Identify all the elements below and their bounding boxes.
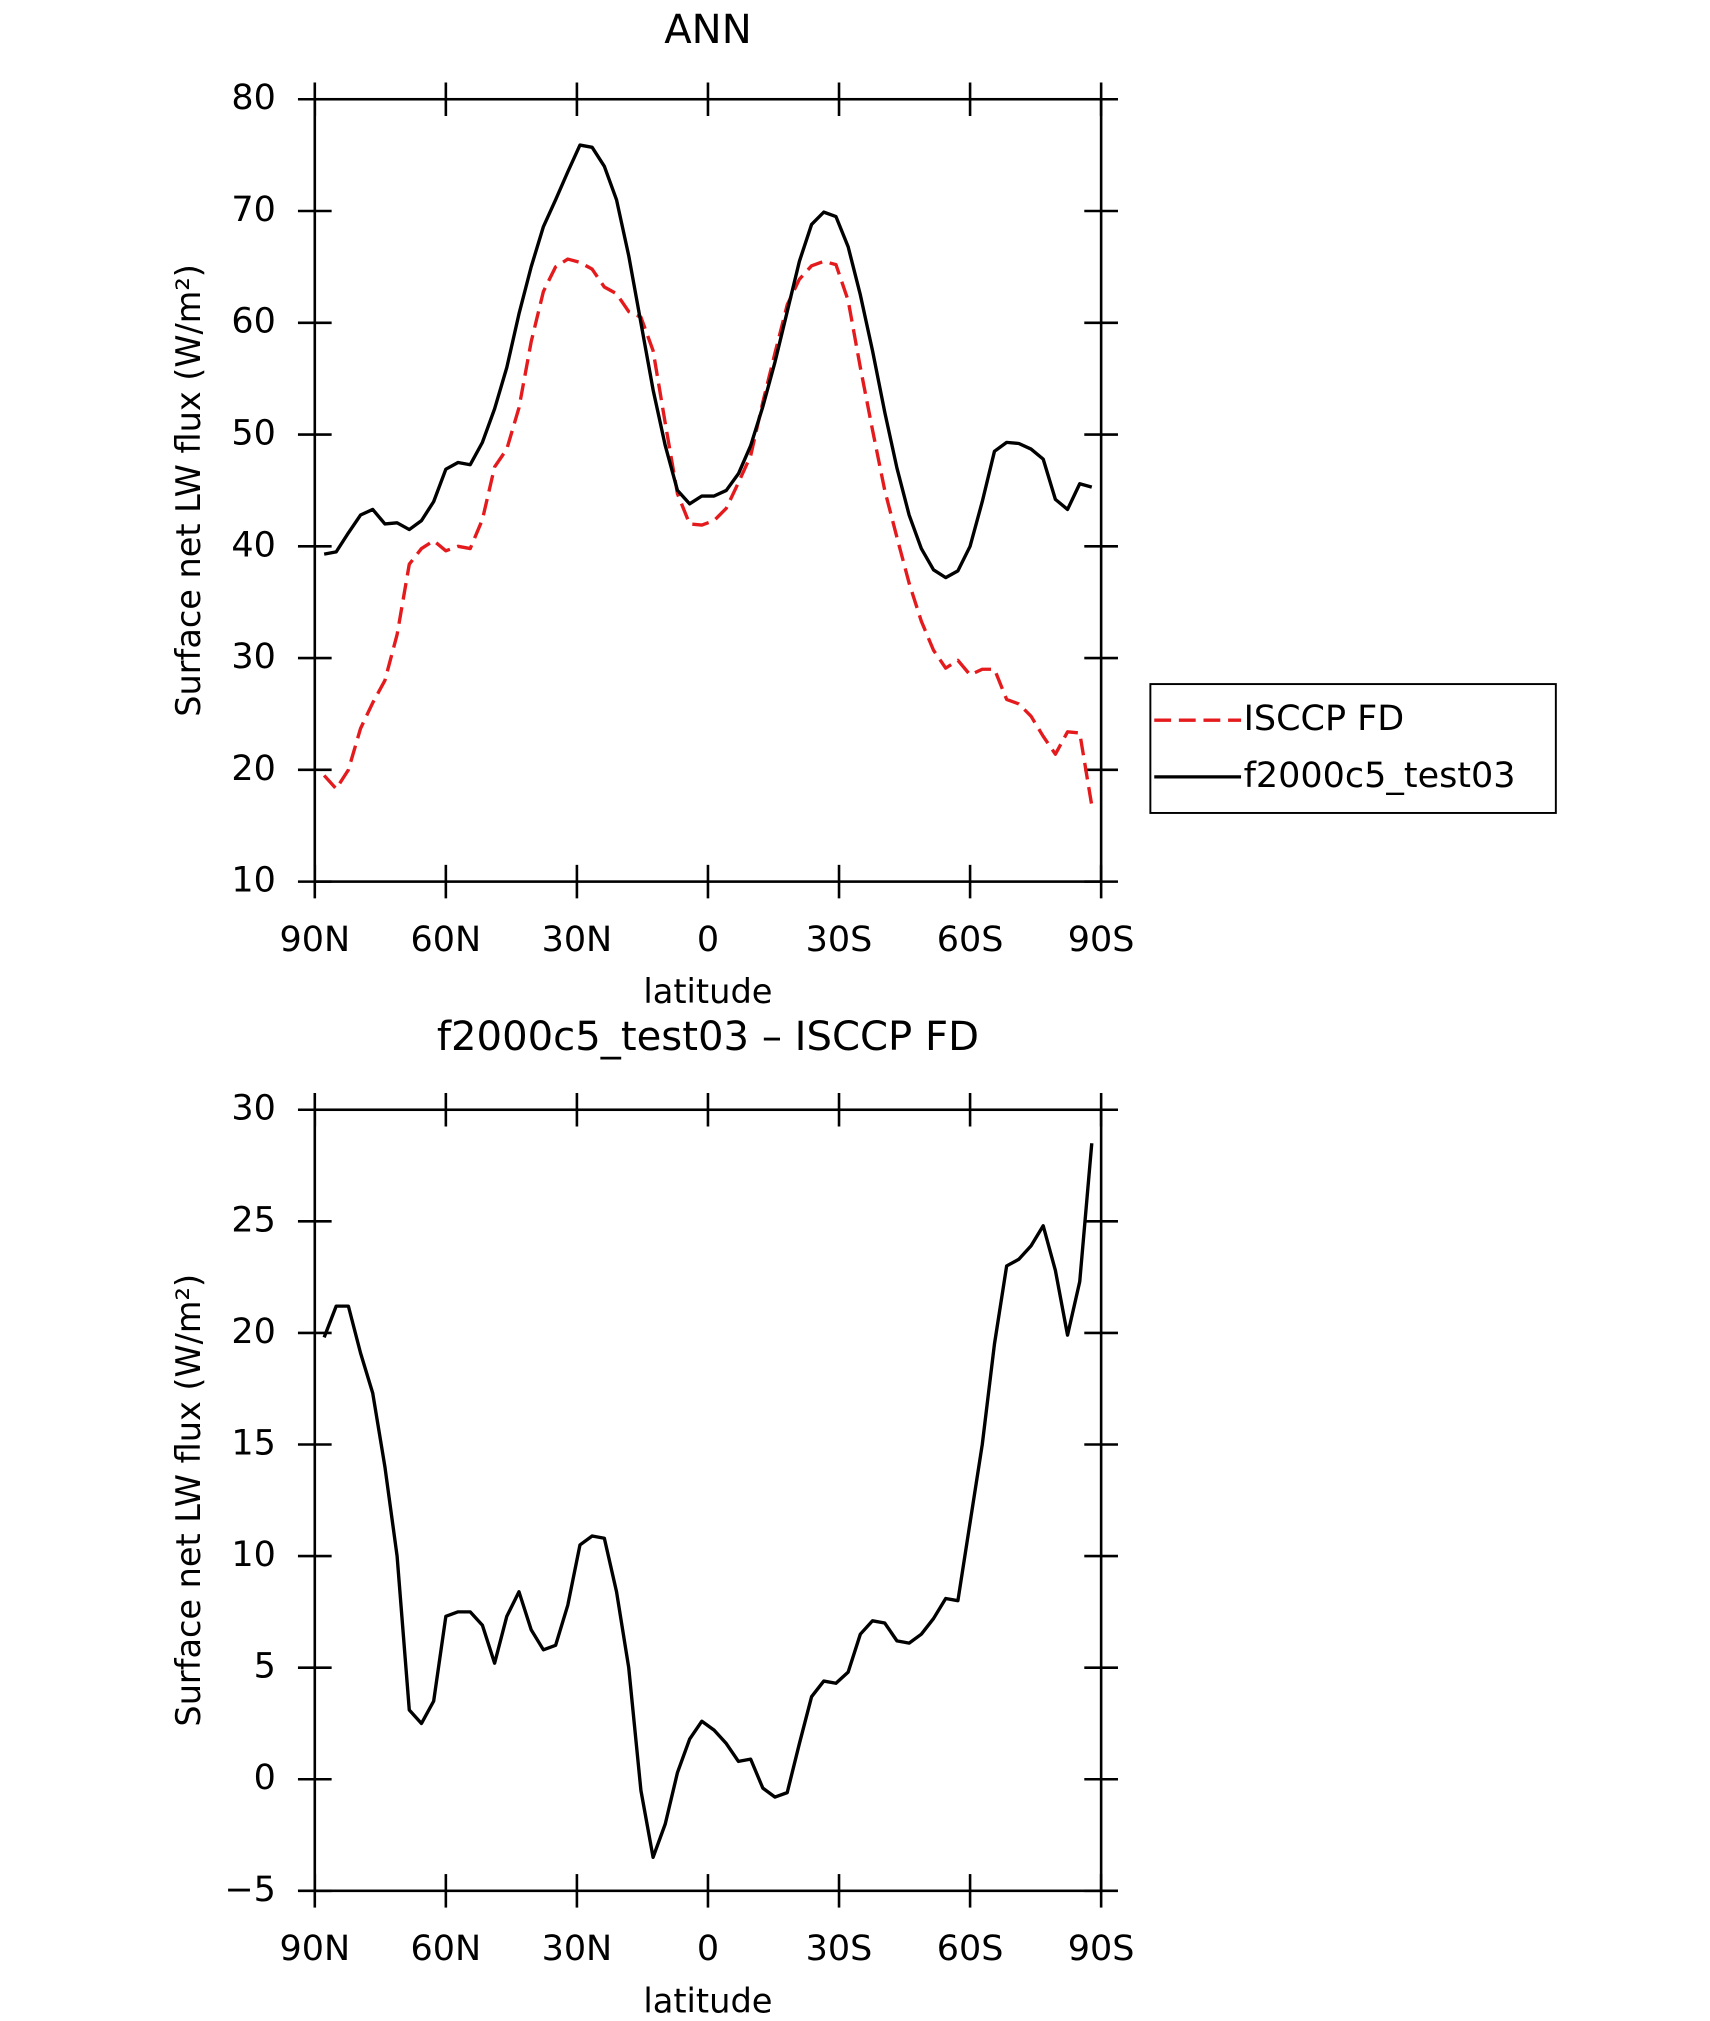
y-tick-label: 50: [231, 414, 276, 454]
plot-frame: [313, 1108, 1103, 1893]
legend-label: ISCCP FD: [1244, 699, 1405, 739]
legend-label: f2000c5_test03: [1244, 756, 1516, 796]
y-tick-label: 30: [231, 637, 276, 677]
x-axis-title: latitude: [643, 1982, 772, 2021]
y-tick-label: 25: [231, 1200, 276, 1240]
x-tick-label: 60S: [937, 920, 1004, 960]
y-tick-label: 10: [231, 861, 276, 901]
y-tick-label: 20: [231, 1312, 276, 1352]
y-tick-label: −5: [224, 1870, 276, 1910]
y-tick-label: 10: [231, 1535, 276, 1575]
y-tick-label: 15: [231, 1424, 276, 1464]
x-tick-label: 90N: [279, 920, 350, 960]
chart-title: ANN: [664, 7, 752, 53]
x-tick-label: 30N: [542, 920, 613, 960]
x-tick-label: 0: [697, 920, 719, 960]
panel: f2000c5_test03 – ISCCP FD −5 0 5 10 15 20 25 30 9…: [169, 1014, 1135, 2020]
x-tick-label: 30N: [542, 1929, 613, 1969]
panel: ANN 10 20 30 40 50 60 70 80 90N 60N 30N 0 30S 60S 90S la…: [169, 7, 1557, 1011]
y-axis-title: Surface net LW flux (W/m²): [169, 264, 208, 717]
y-tick-label: 80: [231, 78, 276, 118]
x-tick-label: 90S: [1068, 1929, 1135, 1969]
x-tick-label: 90S: [1068, 920, 1135, 960]
y-tick-label: 5: [254, 1647, 276, 1687]
y-tick-label: 60: [231, 302, 276, 342]
y-tick-label: 20: [231, 749, 276, 789]
x-tick-label: 60S: [937, 1929, 1004, 1969]
y-axis-title: Surface net LW flux (W/m²): [169, 1274, 208, 1727]
x-tick-label: 60N: [411, 1929, 482, 1969]
chart-title: f2000c5_test03 – ISCCP FD: [437, 1014, 979, 1060]
data-line: [322, 1143, 1094, 1860]
y-tick-label: 0: [254, 1758, 276, 1798]
x-tick-label: 90N: [279, 1929, 350, 1969]
legend-box: [1149, 683, 1557, 814]
y-tick-label: 40: [231, 525, 276, 565]
x-tick-label: 0: [697, 1929, 719, 1969]
y-tick-label: 30: [231, 1089, 276, 1129]
data-line: [322, 257, 1094, 806]
data-line: [323, 143, 1093, 580]
x-tick-label: 30S: [806, 1929, 873, 1969]
y-tick-label: 70: [231, 190, 276, 230]
plot-frame: [313, 97, 1103, 883]
x-tick-label: 30S: [806, 920, 873, 960]
x-axis-title: latitude: [643, 972, 772, 1011]
x-tick-label: 60N: [411, 920, 482, 960]
